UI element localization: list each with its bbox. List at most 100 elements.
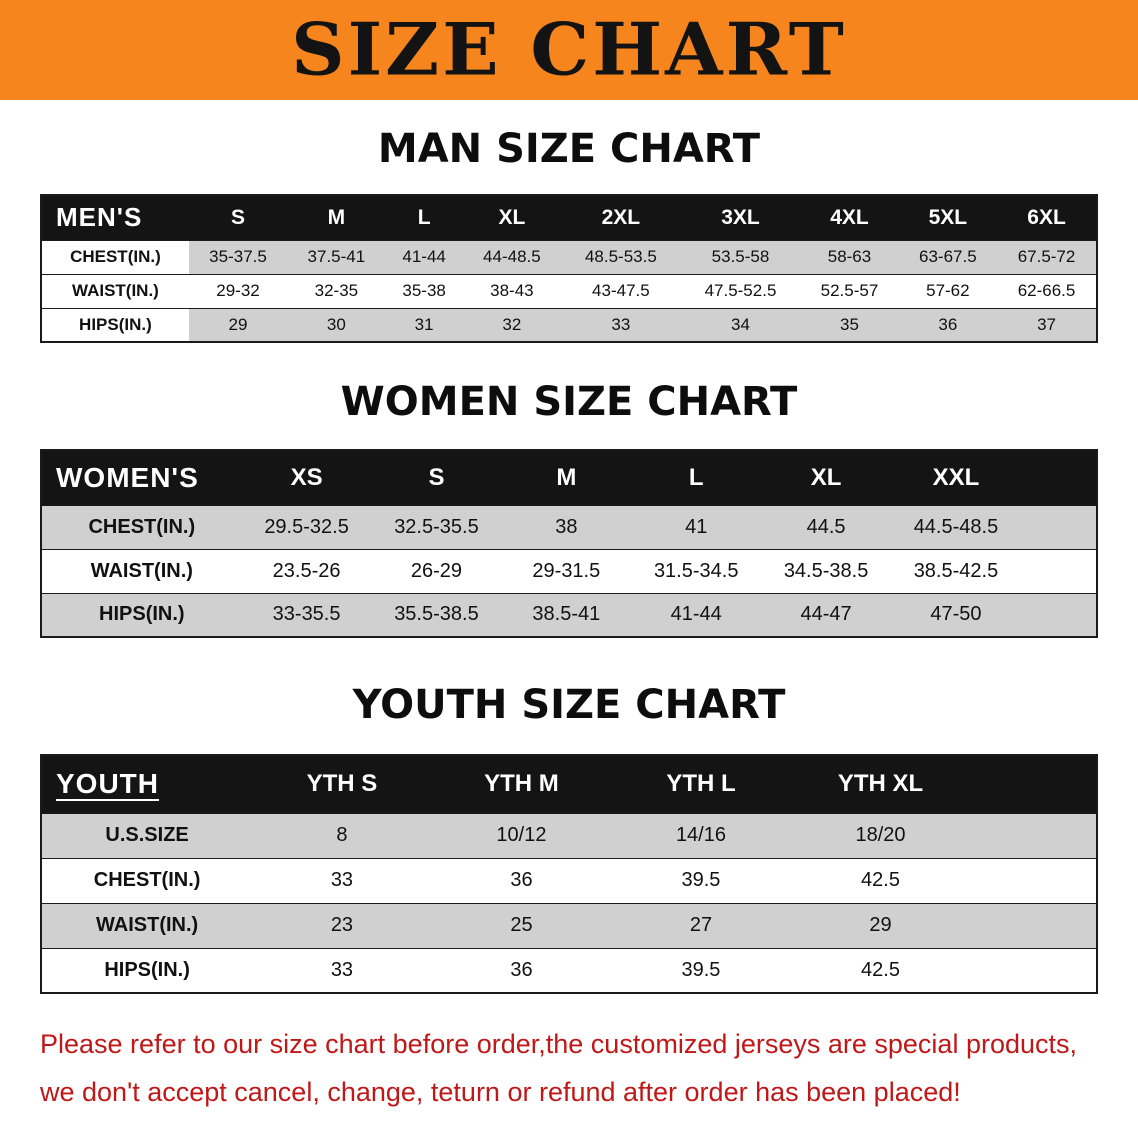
women-cell-1-3: 38 bbox=[501, 504, 632, 549]
men-cell-1-4: 44-48.5 bbox=[462, 239, 562, 274]
youth-cell-3-2: 25 bbox=[431, 902, 612, 948]
men-size-table: MEN'S S M L XL 2XL 3XL 4XL 5XL 6XL CHEST(IN.) 35-37… bbox=[40, 194, 1098, 343]
youth-table-title: YOUTH bbox=[41, 755, 253, 813]
women-size-header-5: XL bbox=[761, 450, 892, 505]
women-cell-2-3: 29-31.5 bbox=[501, 548, 632, 593]
women-row-3: HIPS(IN.) 33-35.5 35.5-38.5 38.5-41 41-44 44-… bbox=[41, 592, 1097, 637]
youth-section: YOUTH SIZE CHART YOUTH YTH S YTH M YTH L YTH… bbox=[0, 684, 1138, 994]
women-cell-2-2: 26-29 bbox=[371, 548, 502, 593]
women-cell-2-6: 38.5-42.5 bbox=[891, 548, 1021, 593]
men-cell-1-6: 53.5-58 bbox=[680, 239, 801, 274]
youth-cell-4-2: 36 bbox=[431, 947, 612, 993]
disclaimer: Please refer to our size chart before or… bbox=[40, 1020, 1102, 1116]
youth-row-label-2: CHEST(IN.) bbox=[41, 857, 253, 903]
youth-cell-3-3: 27 bbox=[611, 902, 791, 948]
men-cell-3-4: 32 bbox=[462, 307, 562, 342]
women-size-header-1: XS bbox=[241, 450, 372, 505]
men-row-1: CHEST(IN.) 35-37.5 37.5-41 41-44 44-48.5 48.5… bbox=[41, 239, 1097, 274]
women-header-row: WOMEN'S XS S M L XL XXL bbox=[41, 450, 1097, 505]
men-section-heading: MAN SIZE CHART bbox=[377, 126, 761, 172]
youth-cell-4-4: 42.5 bbox=[790, 947, 971, 993]
youth-cell-2-2: 36 bbox=[431, 857, 612, 903]
women-cell-1-4: 41 bbox=[631, 504, 762, 549]
men-cell-3-1: 29 bbox=[188, 307, 288, 342]
youth-row-filler-1 bbox=[970, 812, 1097, 858]
men-cell-3-5: 33 bbox=[561, 307, 681, 342]
women-row-label-3: HIPS(IN.) bbox=[41, 592, 242, 637]
youth-row-4: HIPS(IN.) 33 36 39.5 42.5 bbox=[41, 947, 1097, 993]
women-cell-3-6: 47-50 bbox=[891, 592, 1021, 637]
youth-cell-3-1: 23 bbox=[252, 902, 432, 948]
banner-title: SIZE CHART bbox=[291, 7, 847, 93]
men-cell-2-9: 62-66.5 bbox=[997, 273, 1097, 308]
men-cell-1-3: 41-44 bbox=[385, 239, 463, 274]
women-cell-3-3: 38.5-41 bbox=[501, 592, 632, 637]
men-size-header-4: XL bbox=[462, 195, 562, 240]
men-size-header-8: 5XL bbox=[898, 195, 998, 240]
women-section: WOMEN SIZE CHART WOMEN'S XS S M L XL XXL CHEST(… bbox=[0, 381, 1138, 638]
youth-cell-1-4: 18/20 bbox=[790, 812, 971, 858]
men-size-header-9: 6XL bbox=[997, 195, 1097, 240]
women-cell-1-6: 44.5-48.5 bbox=[891, 504, 1021, 549]
women-cell-2-5: 34.5-38.5 bbox=[761, 548, 892, 593]
men-cell-2-1: 29-32 bbox=[188, 273, 288, 308]
women-row-2: WAIST(IN.) 23.5-26 26-29 29-31.5 31.5-34.5 34… bbox=[41, 548, 1097, 593]
men-cell-3-8: 36 bbox=[898, 307, 998, 342]
youth-row-filler-4 bbox=[970, 947, 1097, 993]
women-size-header-4: L bbox=[631, 450, 762, 505]
youth-cell-2-1: 33 bbox=[252, 857, 432, 903]
men-cell-2-4: 38-43 bbox=[462, 273, 562, 308]
women-header-filler bbox=[1020, 450, 1097, 505]
men-section: MAN SIZE CHART MEN'S S M L XL 2XL 3XL 4XL 5XL 6XL… bbox=[0, 128, 1138, 343]
men-size-header-6: 3XL bbox=[680, 195, 801, 240]
women-cell-3-2: 35.5-38.5 bbox=[371, 592, 502, 637]
women-size-header-6: XXL bbox=[891, 450, 1021, 505]
disclaimer-line-1: Please refer to our size chart before or… bbox=[40, 1029, 1078, 1059]
men-cell-3-6: 34 bbox=[680, 307, 801, 342]
men-row-label-3: HIPS(IN.) bbox=[41, 307, 189, 342]
youth-row-label-4: HIPS(IN.) bbox=[41, 947, 253, 993]
men-size-header-7: 4XL bbox=[800, 195, 899, 240]
women-row-filler-1 bbox=[1020, 504, 1097, 549]
men-cell-1-2: 37.5-41 bbox=[287, 239, 386, 274]
women-size-header-2: S bbox=[371, 450, 502, 505]
men-cell-2-3: 35-38 bbox=[385, 273, 463, 308]
men-cell-2-8: 57-62 bbox=[898, 273, 998, 308]
men-table-title: MEN'S bbox=[41, 195, 189, 240]
youth-size-header-3: YTH L bbox=[611, 755, 791, 813]
youth-size-header-2: YTH M bbox=[431, 755, 612, 813]
women-cell-3-5: 44-47 bbox=[761, 592, 892, 637]
men-cell-2-2: 32-35 bbox=[287, 273, 386, 308]
men-size-header-1: S bbox=[188, 195, 288, 240]
women-cell-3-4: 41-44 bbox=[631, 592, 762, 637]
youth-row-filler-3 bbox=[970, 902, 1097, 948]
women-row-filler-2 bbox=[1020, 548, 1097, 593]
men-size-header-3: L bbox=[385, 195, 463, 240]
youth-cell-2-4: 42.5 bbox=[790, 857, 971, 903]
men-row-2: WAIST(IN.) 29-32 32-35 35-38 38-43 43-47.5 47.… bbox=[41, 273, 1097, 308]
men-cell-1-9: 67.5-72 bbox=[997, 239, 1097, 274]
men-size-header-5: 2XL bbox=[561, 195, 681, 240]
youth-cell-2-3: 39.5 bbox=[611, 857, 791, 903]
men-header-row: MEN'S S M L XL 2XL 3XL 4XL 5XL 6XL bbox=[41, 195, 1097, 240]
women-cell-1-5: 44.5 bbox=[761, 504, 892, 549]
men-cell-3-3: 31 bbox=[385, 307, 463, 342]
youth-row-1: U.S.SIZE 8 10/12 14/16 18/20 bbox=[41, 812, 1097, 858]
youth-size-table: YOUTH YTH S YTH M YTH L YTH XL U.S.SIZE 8 10/12… bbox=[40, 754, 1098, 994]
women-row-1: CHEST(IN.) 29.5-32.5 32.5-35.5 38 41 44.5 44.5… bbox=[41, 504, 1097, 549]
youth-row-2: CHEST(IN.) 33 36 39.5 42.5 bbox=[41, 857, 1097, 903]
men-row-label-2: WAIST(IN.) bbox=[41, 273, 189, 308]
men-cell-1-8: 63-67.5 bbox=[898, 239, 998, 274]
youth-cell-4-1: 33 bbox=[252, 947, 432, 993]
men-cell-3-2: 30 bbox=[287, 307, 386, 342]
women-cell-2-1: 23.5-26 bbox=[241, 548, 372, 593]
youth-size-header-4: YTH XL bbox=[790, 755, 971, 813]
youth-header-filler bbox=[970, 755, 1097, 813]
women-row-label-1: CHEST(IN.) bbox=[41, 504, 242, 549]
men-row-label-1: CHEST(IN.) bbox=[41, 239, 189, 274]
youth-size-header-1: YTH S bbox=[252, 755, 432, 813]
women-cell-2-4: 31.5-34.5 bbox=[631, 548, 762, 593]
men-cell-2-7: 52.5-57 bbox=[800, 273, 899, 308]
women-cell-1-1: 29.5-32.5 bbox=[241, 504, 372, 549]
men-cell-3-9: 37 bbox=[997, 307, 1097, 342]
